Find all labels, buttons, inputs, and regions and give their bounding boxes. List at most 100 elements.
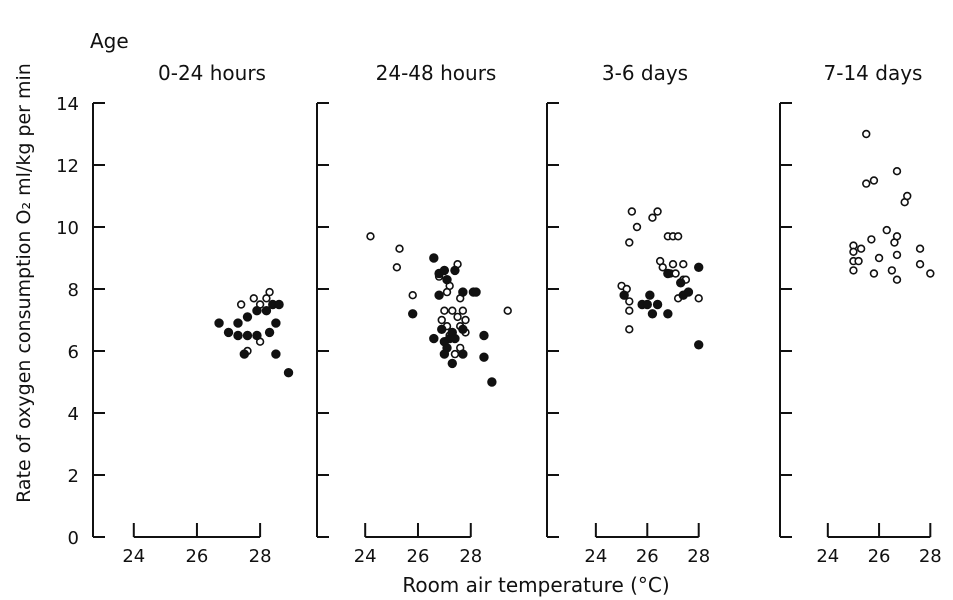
filled-point [663, 309, 673, 319]
open-point [627, 207, 637, 216]
open-point [869, 269, 879, 278]
open-point [625, 238, 634, 247]
open-point [849, 247, 858, 257]
filled-point [458, 324, 468, 334]
open-point [867, 235, 876, 244]
x-tick-label: 26 [407, 546, 430, 567]
panel-title: 7-14 days [824, 61, 923, 85]
filled-point [434, 290, 444, 300]
filled-point [214, 318, 224, 328]
filled-point [271, 318, 281, 328]
open-point [887, 266, 897, 275]
open-point [869, 176, 879, 185]
filled-point [429, 253, 439, 263]
open-point [856, 244, 866, 253]
filled-point [408, 309, 418, 319]
filled-point [442, 275, 452, 285]
filled-point [242, 312, 253, 322]
panel-title: 0-24 hours [158, 61, 266, 85]
open-point [862, 179, 871, 188]
x-tick-label: 28 [687, 546, 710, 567]
open-point [668, 260, 678, 269]
open-point [882, 225, 891, 235]
filled-point [450, 265, 460, 276]
filled-point [694, 340, 704, 350]
open-point [249, 294, 258, 303]
filled-point [252, 330, 262, 341]
open-point [892, 232, 902, 241]
open-point [503, 306, 512, 315]
filled-point [487, 377, 497, 387]
filled-point [439, 265, 450, 276]
filled-point [264, 327, 275, 338]
open-point [265, 287, 274, 297]
open-point [395, 244, 404, 253]
open-point [453, 312, 462, 322]
open-point [236, 300, 246, 309]
filled-point [683, 287, 694, 297]
filled-point [437, 324, 447, 334]
open-point [625, 297, 634, 306]
open-point [461, 315, 470, 325]
open-point [262, 294, 271, 303]
open-point [679, 260, 688, 269]
open-point [926, 269, 935, 278]
panel-title: 24-48 hours [376, 61, 497, 85]
x-tick-label: 28 [249, 546, 272, 567]
open-point [849, 266, 858, 275]
filled-point [271, 349, 281, 359]
filled-point [233, 330, 243, 341]
filled-point [239, 349, 250, 359]
open-point [437, 315, 446, 325]
open-point [442, 287, 452, 297]
open-point [874, 253, 884, 263]
y-tick-label: 10 [56, 218, 79, 239]
filled-point [479, 330, 489, 341]
filled-point [261, 306, 272, 316]
filled-point [450, 333, 460, 344]
open-point [653, 207, 662, 216]
filled-point [242, 330, 253, 341]
open-point [648, 213, 657, 222]
filled-point [647, 309, 658, 319]
y-tick-label: 12 [56, 156, 79, 177]
age-label: Age [90, 29, 129, 53]
x-tick-label: 24 [122, 546, 145, 567]
x-tick-label: 24 [584, 546, 607, 567]
open-point [892, 167, 902, 176]
x-tick-label: 24 [354, 546, 377, 567]
filled-point [274, 299, 284, 310]
open-point [448, 306, 457, 315]
filled-point [429, 333, 439, 344]
open-point [440, 306, 449, 315]
filled-point [223, 327, 234, 338]
x-tick-label: 26 [868, 546, 891, 567]
filled-point [233, 318, 243, 328]
x-tick-label: 28 [459, 546, 482, 567]
filled-point [447, 358, 457, 369]
panel-2: 24-48 hours 24 26 28 [316, 61, 512, 567]
filled-point [458, 287, 468, 297]
open-point [658, 263, 667, 272]
open-point [625, 325, 634, 334]
y-axis-label: Rate of oxygen consumption O₂ ml/kg per … [13, 63, 35, 503]
x-axis-label: Room air temperature (°C) [402, 573, 669, 597]
panel-title: 3-6 days [602, 61, 688, 85]
filled-point [283, 368, 294, 378]
open-point [458, 306, 468, 315]
open-point [892, 275, 902, 284]
filled-point [458, 349, 468, 359]
open-point [366, 232, 375, 241]
open-point [392, 263, 402, 272]
x-tick-label: 26 [636, 546, 659, 567]
filled-point [652, 299, 663, 310]
filled-point [676, 278, 686, 288]
open-point [408, 291, 417, 300]
filled-point [642, 299, 652, 310]
filled-point [471, 287, 481, 297]
y-tick-label: 0 [68, 528, 79, 549]
panel-4: 7-14 days 24 26 28 [779, 61, 942, 567]
open-point [862, 129, 871, 139]
open-point [632, 222, 642, 232]
